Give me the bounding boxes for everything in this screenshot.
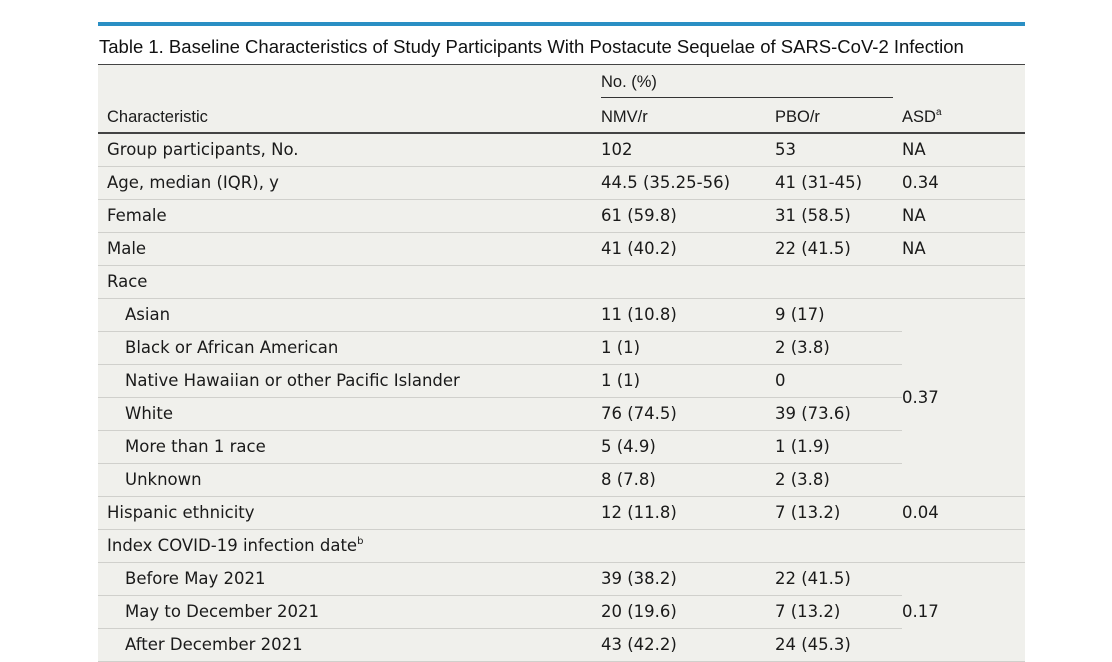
cell-nmv: 5 (4.9) xyxy=(601,430,775,464)
cell-pbo: 31 (58.5) xyxy=(775,206,851,225)
accent-bar xyxy=(98,22,1025,26)
cell-pbo: 41 (31-45) xyxy=(775,173,863,192)
table-title: Table 1. Baseline Characteristics of Stu… xyxy=(99,36,964,57)
row-label: Index COVID-19 infection dateb xyxy=(107,535,364,555)
cell-nmv: 12 (11.8) xyxy=(601,503,677,522)
cell-pbo: 7 (13.2) xyxy=(775,503,841,522)
cell-nmv: 43 (42.2) xyxy=(601,635,677,654)
column-header-asd: ASDa xyxy=(902,99,1025,134)
cell-asd: NA xyxy=(902,206,926,225)
table-row: Group participants, No. 102 53 NA xyxy=(98,133,1025,167)
table-figure: Table 1. Baseline Characteristics of Stu… xyxy=(98,22,1025,662)
table-row: Female 61 (59.8) 31 (58.5) NA xyxy=(98,200,1025,233)
table-row: Before May 2021 39 (38.2) 22 (41.5) 0.17 xyxy=(98,562,1025,621)
cell-nmv: 8 (7.8) xyxy=(601,470,656,489)
table-row: Unknown 8 (7.8) 2 (3.8) xyxy=(98,464,1025,497)
row-label: Group participants, No. xyxy=(107,140,299,159)
cell-nmv: 39 (38.2) xyxy=(601,562,775,596)
table-row: Male 41 (40.2) 22 (41.5) NA xyxy=(98,233,1025,266)
row-label: Hispanic ethnicity xyxy=(107,503,255,522)
group-header-no-pct: No. (%) xyxy=(601,69,893,98)
cell-nmv: 44.5 (35.25-56) xyxy=(601,173,731,192)
cell-pbo: 22 (41.5) xyxy=(775,562,902,596)
column-header-nmv: NMV/r xyxy=(601,99,775,134)
row-label: Unknown xyxy=(125,470,202,489)
row-label: Race xyxy=(107,272,148,291)
footnote-marker: a xyxy=(935,106,942,118)
row-label: Asian xyxy=(125,305,171,324)
cell-asd: 0.04 xyxy=(902,503,939,522)
cell-nmv: 41 (40.2) xyxy=(601,239,677,258)
table-row: Hispanic ethnicity 12 (11.8) 7 (13.2) 0.… xyxy=(98,497,1025,530)
cell-nmv: 1 (1) xyxy=(601,331,775,365)
header-row-columns: Characteristic NMV/r PBO/r ASDa xyxy=(98,99,1025,134)
cell-pbo: 2 (3.8) xyxy=(775,331,902,365)
row-label: More than 1 race xyxy=(125,437,266,456)
cell-pbo: 7 (13.2) xyxy=(775,595,902,629)
cell-pbo: 22 (41.5) xyxy=(775,239,851,258)
table-row: May to December 2021 20 (19.6) 7 (13.2) xyxy=(98,595,1025,629)
row-label: Age, median (IQR), y xyxy=(107,173,279,192)
baseline-characteristics-table: No. (%) Characteristic NMV/r PBO/r ASDa … xyxy=(98,65,1025,662)
title-divider xyxy=(98,64,1025,65)
table-row: Asian 11 (10.8) 9 (17) 0.37 xyxy=(98,298,1025,407)
cell-asd-infection-date: 0.17 xyxy=(902,602,939,621)
cell-nmv: 61 (59.8) xyxy=(601,206,677,225)
row-label: Male xyxy=(107,239,147,258)
cell-asd-race: 0.37 xyxy=(902,387,939,407)
row-label: After December 2021 xyxy=(125,635,303,654)
cell-nmv: 102 xyxy=(601,140,633,159)
table-row: Native Hawaiian or other Pacific Islande… xyxy=(98,364,1025,398)
row-label: May to December 2021 xyxy=(125,602,319,621)
row-label: White xyxy=(125,404,173,423)
cell-pbo: 24 (45.3) xyxy=(775,635,851,654)
cell-pbo: 9 (17) xyxy=(775,298,902,332)
cell-pbo: 39 (73.6) xyxy=(775,397,902,431)
cell-nmv: 1 (1) xyxy=(601,364,775,398)
row-label: Native Hawaiian or other Pacific Islande… xyxy=(125,371,460,390)
cell-asd: 0.34 xyxy=(902,173,939,192)
table-row: Black or African American 1 (1) 2 (3.8) xyxy=(98,331,1025,365)
section-row-infection-date: Index COVID-19 infection dateb xyxy=(98,530,1025,563)
cell-pbo: 1 (1.9) xyxy=(775,430,902,464)
cell-asd: NA xyxy=(902,239,926,258)
row-label: Black or African American xyxy=(125,338,339,357)
cell-pbo: 53 xyxy=(775,140,796,159)
cell-nmv: 76 (74.5) xyxy=(601,397,775,431)
table-row: More than 1 race 5 (4.9) 1 (1.9) xyxy=(98,430,1025,464)
row-label: Before May 2021 xyxy=(125,569,266,588)
cell-pbo: 2 (3.8) xyxy=(775,470,830,489)
table-row: White 76 (74.5) 39 (73.6) xyxy=(98,397,1025,431)
table-row: Age, median (IQR), y 44.5 (35.25-56) 41 … xyxy=(98,167,1025,200)
cell-nmv: 20 (19.6) xyxy=(601,595,775,629)
column-header-pbo: PBO/r xyxy=(775,99,902,134)
section-row-race: Race xyxy=(98,266,1025,299)
row-label: Female xyxy=(107,206,167,225)
cell-nmv: 11 (10.8) xyxy=(601,298,775,332)
cell-asd: NA xyxy=(902,140,926,159)
footnote-marker: b xyxy=(357,535,364,547)
header-row-group: No. (%) xyxy=(98,65,1025,99)
column-header-characteristic: Characteristic xyxy=(98,99,601,134)
table-row: After December 2021 43 (42.2) 24 (45.3) xyxy=(98,629,1025,662)
cell-pbo: 0 xyxy=(775,364,902,398)
